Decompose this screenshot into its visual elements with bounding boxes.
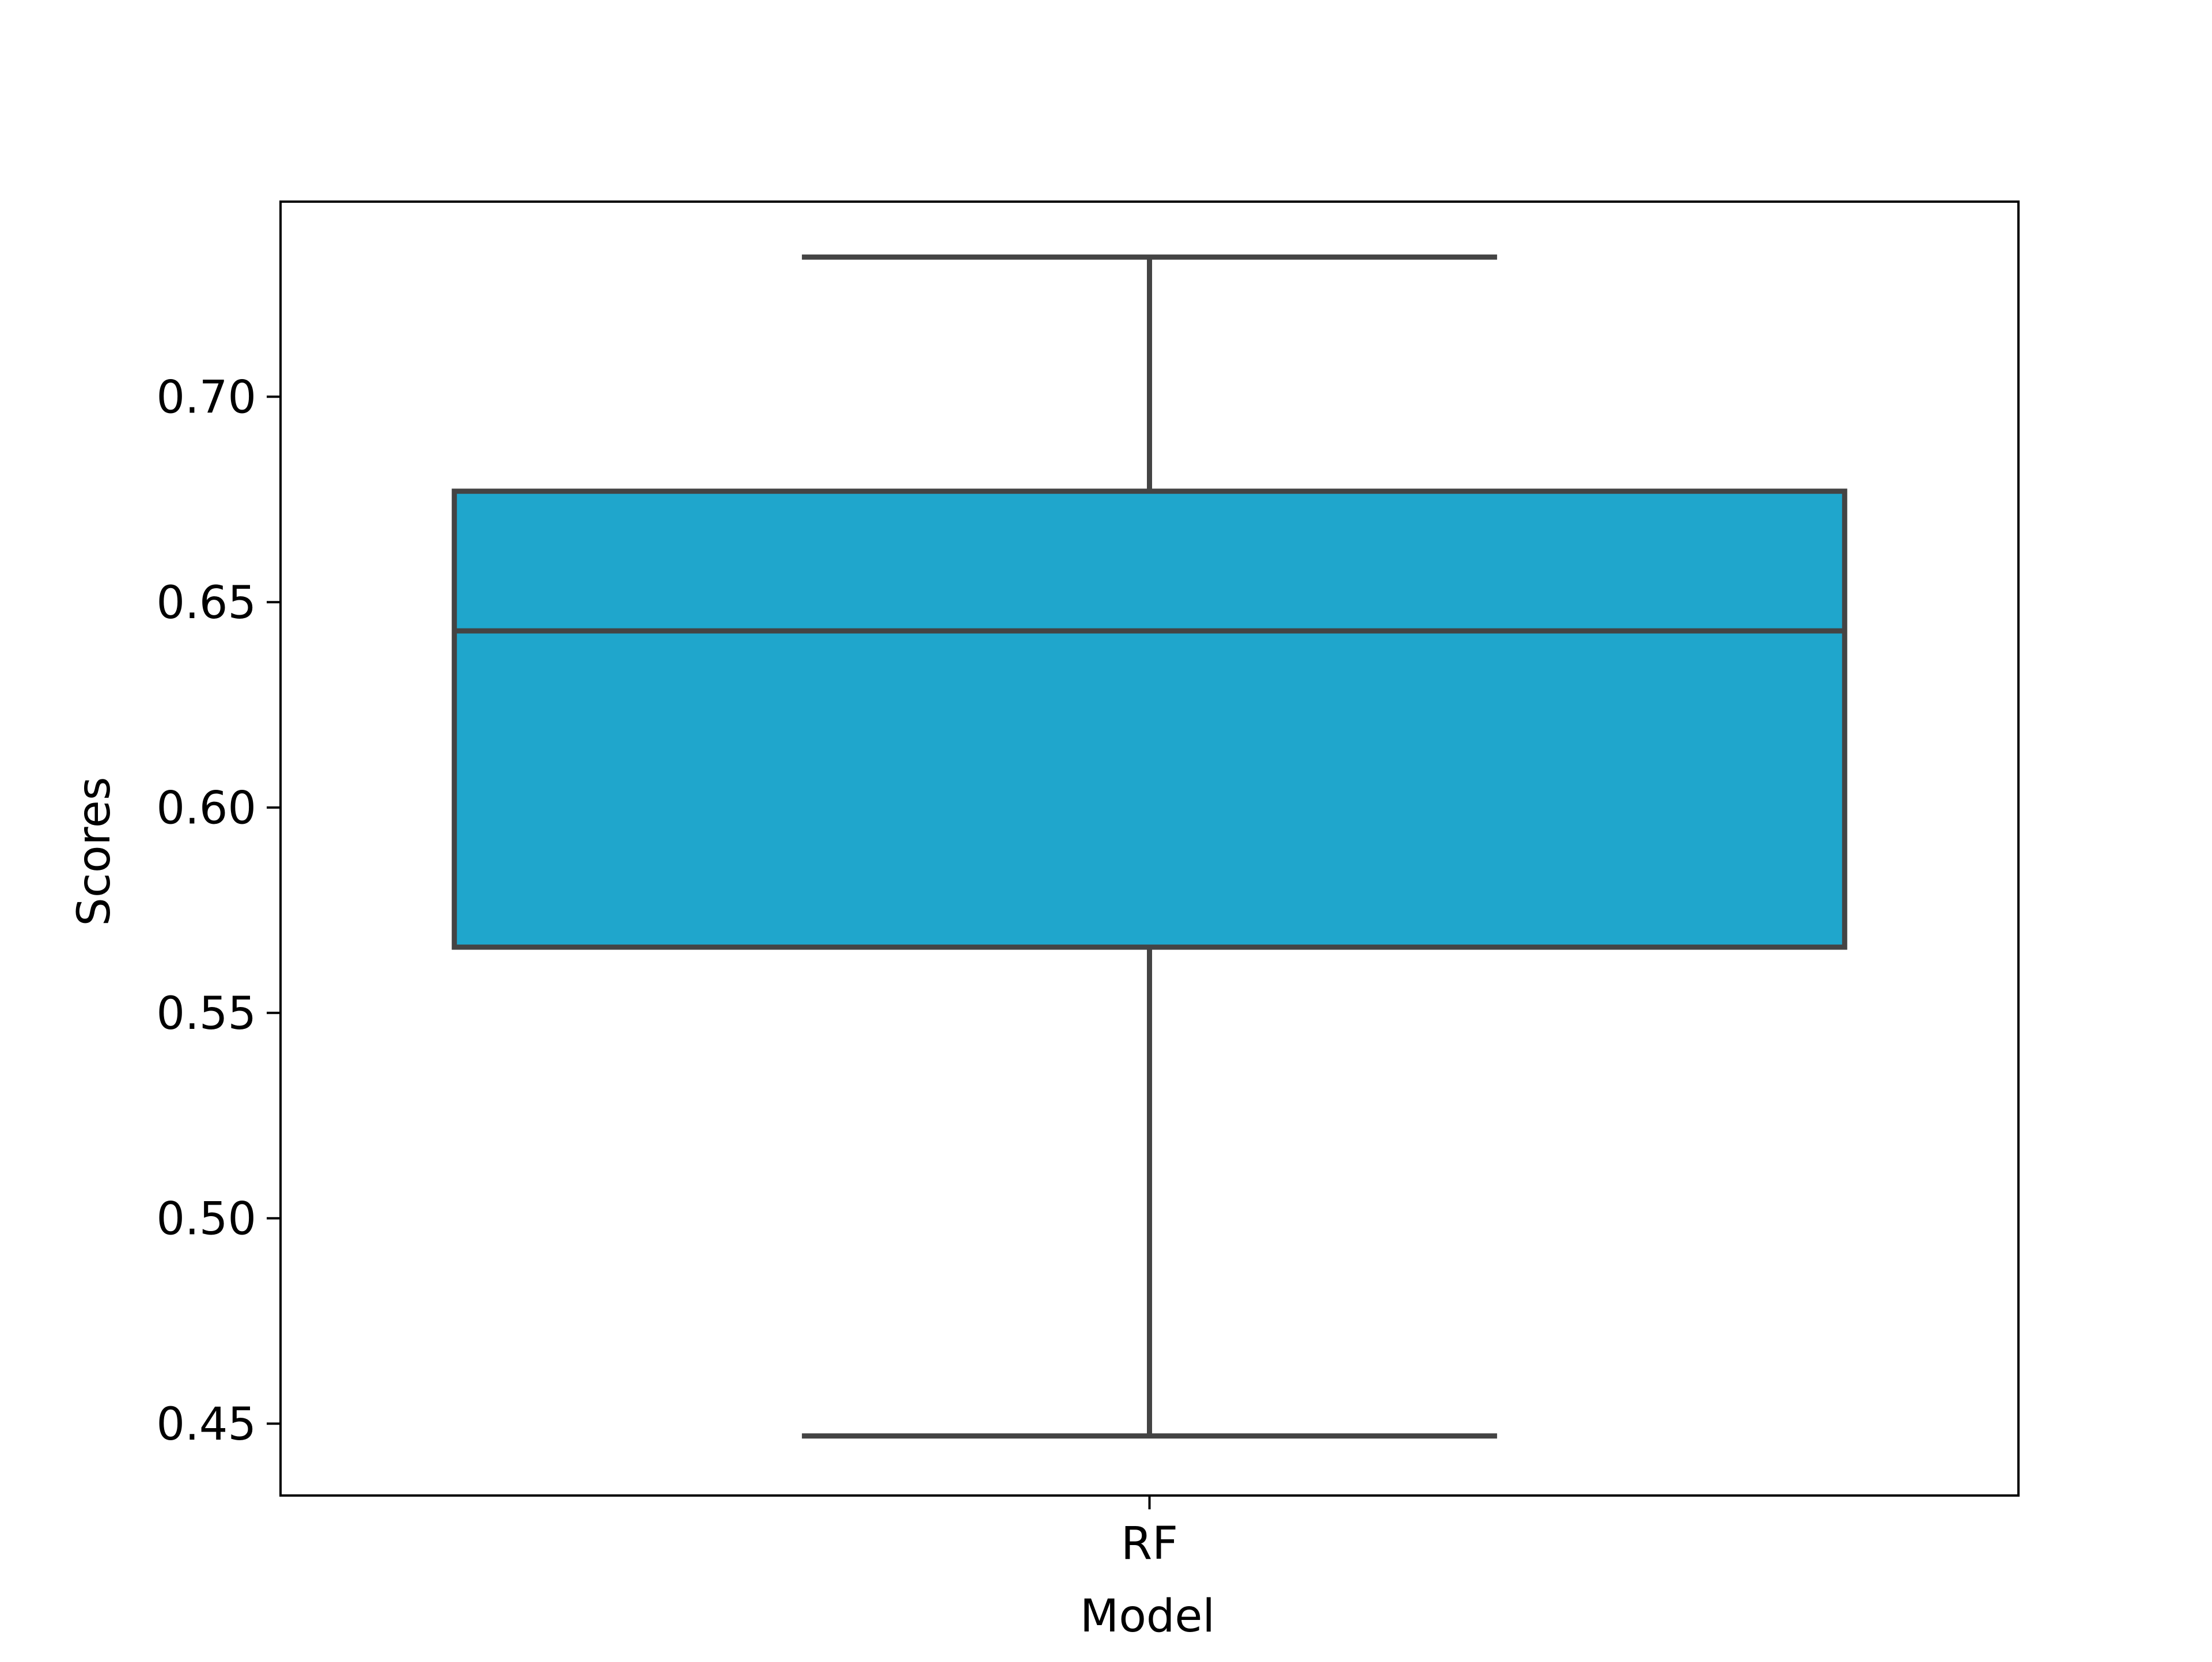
- x-tick-label: RF: [1121, 1518, 1178, 1570]
- y-tick-label: 0.55: [156, 988, 256, 1040]
- y-tick-label: 0.45: [156, 1399, 256, 1451]
- y-axis-label: Scores: [69, 777, 120, 926]
- y-tick-label: 0.60: [156, 783, 256, 835]
- y-tick-label: 0.70: [156, 372, 256, 424]
- y-tick-label: 0.50: [156, 1194, 256, 1245]
- axes-frame: [279, 200, 2020, 1497]
- iqr-box: [452, 489, 1847, 950]
- y-tick-label: 0.65: [156, 577, 256, 629]
- plot-layer: RF 0.45 0.50 0.55 0.60 0.65 0.70: [156, 200, 2020, 1570]
- x-axis-label: Model: [1080, 1591, 1215, 1642]
